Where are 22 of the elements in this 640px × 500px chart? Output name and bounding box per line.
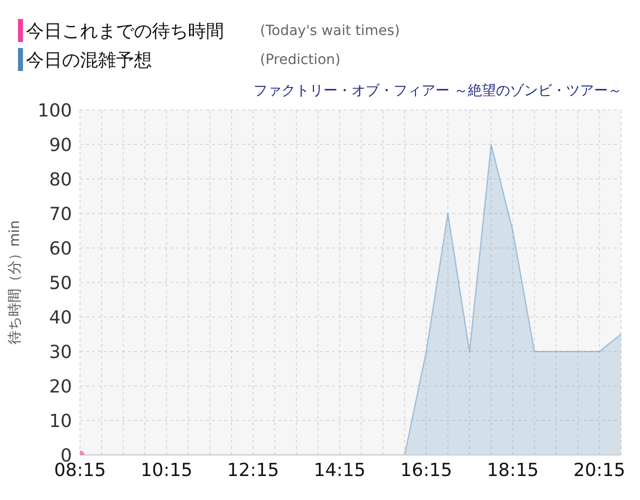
y-tick-label: 100 [38,100,72,122]
chart-subtitle: ファクトリー・オブ・フィアー ～絶望のゾンビ・ツアー～ [254,82,622,100]
y-tick-label: 20 [49,376,72,398]
x-tick-label: 16:15 [400,460,452,481]
text: (Prediction) [260,52,340,68]
y-tick-label: 10 [49,410,72,432]
x-tick-label: 14:15 [314,460,366,481]
y-tick-label: 50 [49,272,72,294]
y-axis-title: 待ち時間（分）min [6,220,23,345]
y-tick-label: 90 [49,134,72,156]
y-tick-label: 40 [49,307,72,328]
x-tick-label: 18:15 [486,460,539,481]
text: (Today's wait times) [260,22,400,38]
y-tick-label: 60 [49,238,72,260]
legend-label: 今日の混雑予想 [26,48,153,72]
y-tick-label: 80 [49,169,72,190]
legend-label: 今日これまでの待ち時間 [26,20,225,42]
y-tick-label: 70 [49,204,72,225]
x-tick-label: 10:15 [140,460,192,481]
y-tick-label: 30 [49,342,72,363]
x-tick-label: 12:15 [227,460,280,481]
x-tick-label: 20:15 [573,460,626,481]
